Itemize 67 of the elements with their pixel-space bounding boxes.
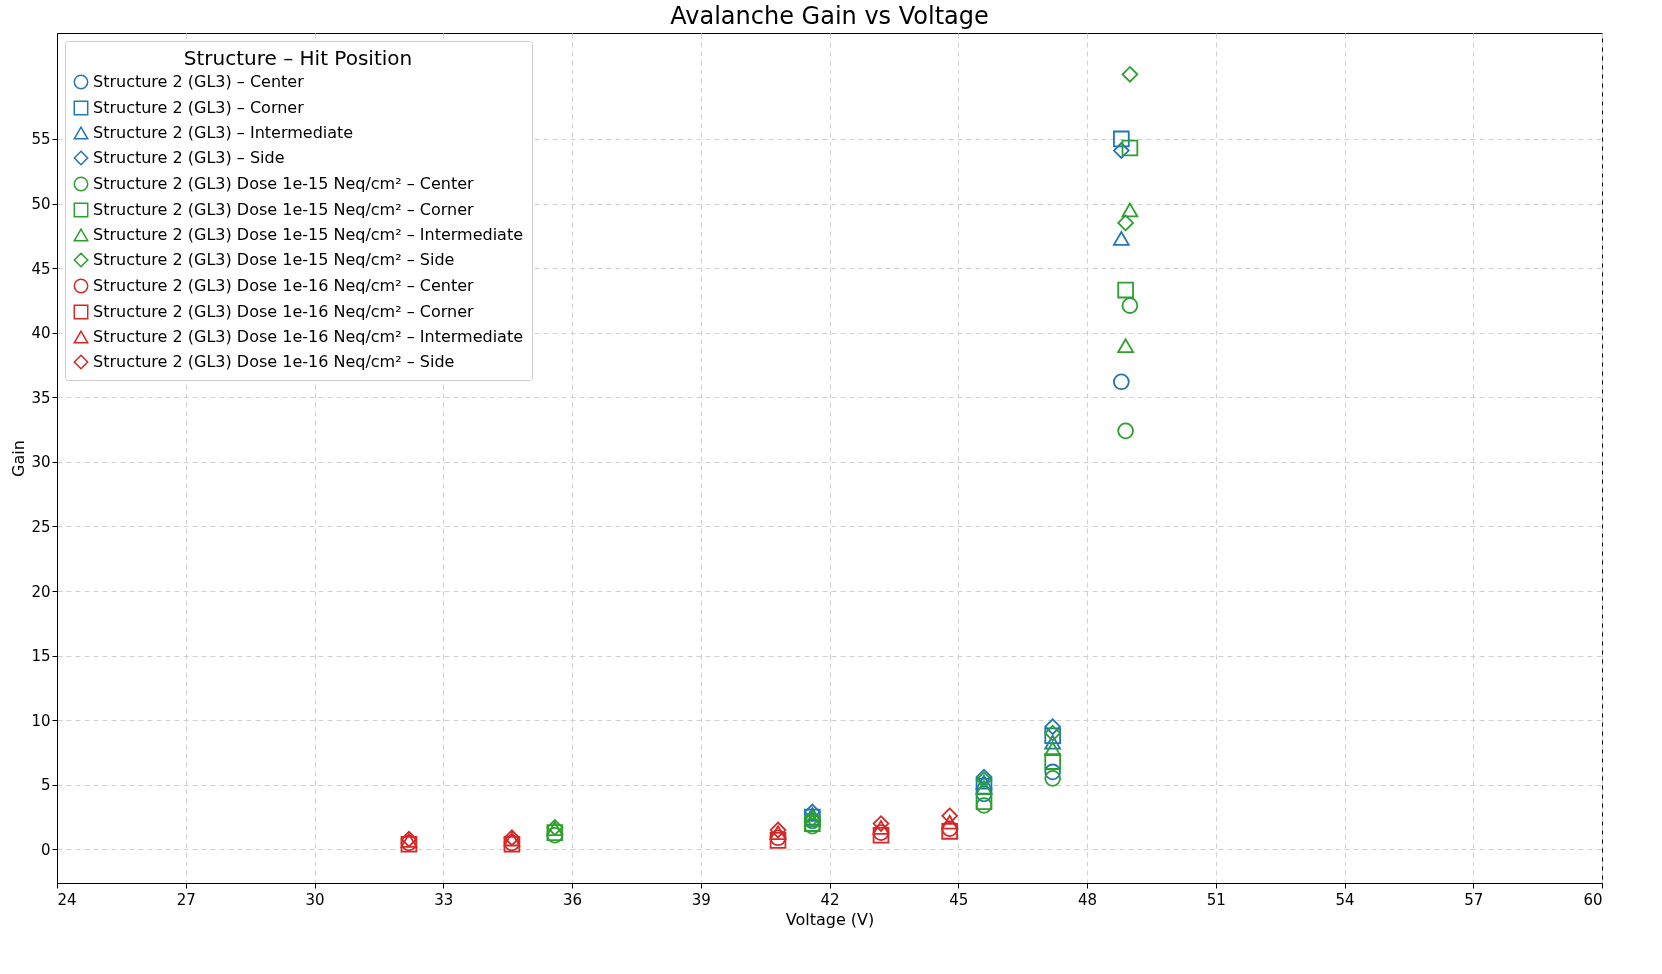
x-tick-label: 60 xyxy=(1583,890,1603,909)
legend-label: Structure 2 (GL3) Dose 1e-15 Neq/cm² – Corner xyxy=(93,200,475,219)
point xyxy=(769,825,787,840)
point xyxy=(1044,734,1061,750)
legend-label: Structure 2 (GL3) – Center xyxy=(93,72,305,91)
y-tick-label: 0 xyxy=(40,840,51,859)
point xyxy=(1121,202,1139,218)
y-tick-label: 35 xyxy=(31,388,51,407)
x-tick-label: 24 xyxy=(57,890,77,909)
y-tick-label: 30 xyxy=(31,453,51,472)
legend-label: Structure 2 (GL3) – Intermediate xyxy=(93,123,354,142)
y-tick-label: 25 xyxy=(31,517,51,536)
y-tick-label: 15 xyxy=(31,647,51,666)
point xyxy=(1121,297,1139,314)
point xyxy=(1044,763,1061,781)
x-tick-label: 51 xyxy=(1206,890,1226,909)
y-tick-label: 5 xyxy=(40,776,51,795)
legend-title: Structure – Hit Position xyxy=(183,46,413,70)
point xyxy=(1044,741,1061,756)
legend-label: Structure 2 (GL3) – Side xyxy=(93,148,285,167)
x-tick-label: 33 xyxy=(434,890,454,909)
point xyxy=(872,815,890,832)
x-tick-label: 27 xyxy=(176,890,196,909)
point xyxy=(1113,142,1130,159)
x-tick-label: 36 xyxy=(562,890,583,909)
legend-label: Structure 2 (GL3) Dose 1e-16 Neq/cm² – Side xyxy=(93,352,455,371)
point xyxy=(769,821,787,839)
point xyxy=(1117,422,1134,440)
point xyxy=(1121,139,1139,157)
point xyxy=(1113,231,1130,246)
legend-label: Structure 2 (GL3) – Corner xyxy=(93,98,305,117)
point xyxy=(975,797,993,814)
x-tick-label: 54 xyxy=(1335,890,1355,909)
legend-label: Structure 2 (GL3) Dose 1e-15 Neq/cm² – Intermediate xyxy=(93,225,524,244)
y-tick-label: 40 xyxy=(31,324,51,343)
point xyxy=(1121,66,1139,83)
legend-label: Structure 2 (GL3) Dose 1e-16 Neq/cm² – Corner xyxy=(93,302,475,321)
y-axis-title: Gain xyxy=(9,440,29,477)
point xyxy=(941,814,958,830)
point xyxy=(1044,718,1061,736)
point xyxy=(941,807,958,825)
point xyxy=(1117,338,1134,353)
y-tick-label: 10 xyxy=(31,711,51,730)
y-tick-label: 55 xyxy=(31,130,51,149)
y-tick-label: 45 xyxy=(31,259,51,278)
point xyxy=(975,793,993,810)
legend-label: Structure 2 (GL3) Dose 1e-15 Neq/cm² – Side xyxy=(93,250,455,269)
legend-label: Structure 2 (GL3) Dose 1e-16 Neq/cm² – Center xyxy=(93,276,475,295)
point xyxy=(1113,373,1130,391)
y-tick-label: 20 xyxy=(31,582,51,601)
point xyxy=(1044,753,1061,770)
legend-label: Structure 2 (GL3) Dose 1e-16 Neq/cm² – Intermediate xyxy=(93,327,524,346)
legend-label: Structure 2 (GL3) Dose 1e-15 Neq/cm² – Center xyxy=(93,174,475,193)
x-tick-label: 48 xyxy=(1077,890,1098,909)
x-axis-title: Voltage (V) xyxy=(785,909,875,929)
point xyxy=(1117,214,1134,232)
point xyxy=(1117,281,1134,299)
point xyxy=(1113,130,1130,148)
x-tick-label: 39 xyxy=(691,890,711,909)
x-tick-label: 45 xyxy=(949,890,969,909)
point xyxy=(1044,770,1061,787)
x-tick-label: 42 xyxy=(820,890,840,909)
x-tick-label: 57 xyxy=(1464,890,1484,909)
y-tick-label: 50 xyxy=(31,195,51,214)
x-tick-label: 30 xyxy=(305,890,325,909)
chart-title: Avalanche Gain vs Voltage xyxy=(670,2,989,30)
point xyxy=(872,820,890,835)
